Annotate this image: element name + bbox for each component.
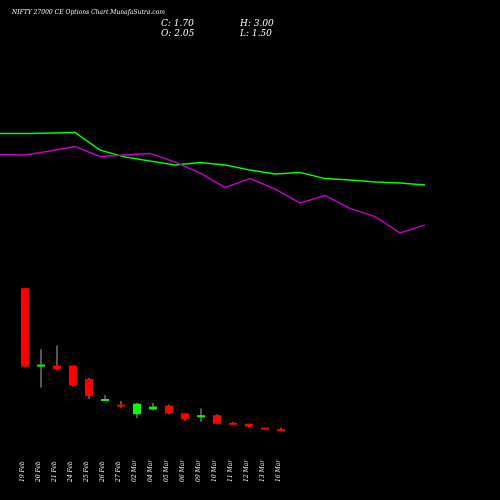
candle-body <box>197 415 205 418</box>
moving-average-short-line <box>0 131 426 186</box>
candle-body <box>53 365 61 370</box>
candle-body <box>133 403 141 415</box>
x-tick-label: 25 Feb <box>83 461 90 483</box>
candle <box>197 408 205 422</box>
close-value: C: 1.70 <box>161 19 194 29</box>
candle <box>181 413 189 421</box>
chart-title: NIFTY 27000 CE Options Chart MunafaSutra… <box>12 9 165 16</box>
moving-average-lines <box>0 131 426 234</box>
candle <box>165 404 173 415</box>
candle <box>261 427 269 430</box>
candle <box>117 400 125 408</box>
x-tick-label: 06 Mar <box>179 459 186 482</box>
x-tick-label: 04 Mar <box>147 459 154 482</box>
x-tick-label: 20 Feb <box>35 461 42 483</box>
candle <box>245 423 253 428</box>
x-tick-label: 10 Mar <box>211 459 218 482</box>
candle <box>213 414 221 424</box>
candles <box>21 288 285 432</box>
x-tick-label: 16 Mar <box>275 459 282 482</box>
x-tick-label: 13 Mar <box>259 459 266 482</box>
candle <box>133 402 141 419</box>
candle-body <box>213 415 221 424</box>
candle <box>85 377 93 399</box>
high-value: H: 3.00 <box>240 19 274 29</box>
x-tick-label: 24 Feb <box>67 461 74 483</box>
candle-body <box>229 422 237 425</box>
x-axis-labels: 19 Feb 20 Feb 21 Feb 24 Feb 25 Feb 26 Feb 27 F… <box>19 459 282 483</box>
candle <box>149 402 157 411</box>
candle-body <box>261 427 269 430</box>
x-tick-label: 19 Feb <box>19 461 26 482</box>
x-tick-label: 02 Mar <box>131 459 138 482</box>
candle-body <box>165 405 173 414</box>
candle <box>21 288 29 368</box>
low-value: L: 1.50 <box>240 29 272 39</box>
x-tick-label: 27 Feb <box>115 461 122 483</box>
x-tick-label: 11 Mar <box>227 459 234 482</box>
candle-body <box>85 378 93 397</box>
x-tick-label: 12 Mar <box>243 459 250 482</box>
candle-body <box>181 413 189 420</box>
candle-body <box>21 288 29 367</box>
candle <box>53 345 61 371</box>
candle <box>69 365 77 387</box>
candle-body <box>37 364 45 367</box>
x-tick-label: 09 Mar <box>195 459 202 482</box>
candle-body <box>277 429 285 432</box>
candle <box>277 427 285 432</box>
candle-body <box>149 406 157 410</box>
x-tick-label: 21 Feb <box>51 461 58 483</box>
candle-body <box>245 423 253 427</box>
open-value: O: 2.05 <box>161 29 195 39</box>
moving-average-long-line <box>0 145 426 234</box>
candle-body <box>117 404 125 407</box>
candle-body <box>101 398 109 401</box>
x-tick-label: 05 Mar <box>163 459 170 482</box>
candle <box>37 349 45 388</box>
candle <box>101 395 109 401</box>
candle-body <box>69 365 77 386</box>
x-tick-label: 26 Feb <box>99 461 106 483</box>
candle <box>229 421 237 425</box>
